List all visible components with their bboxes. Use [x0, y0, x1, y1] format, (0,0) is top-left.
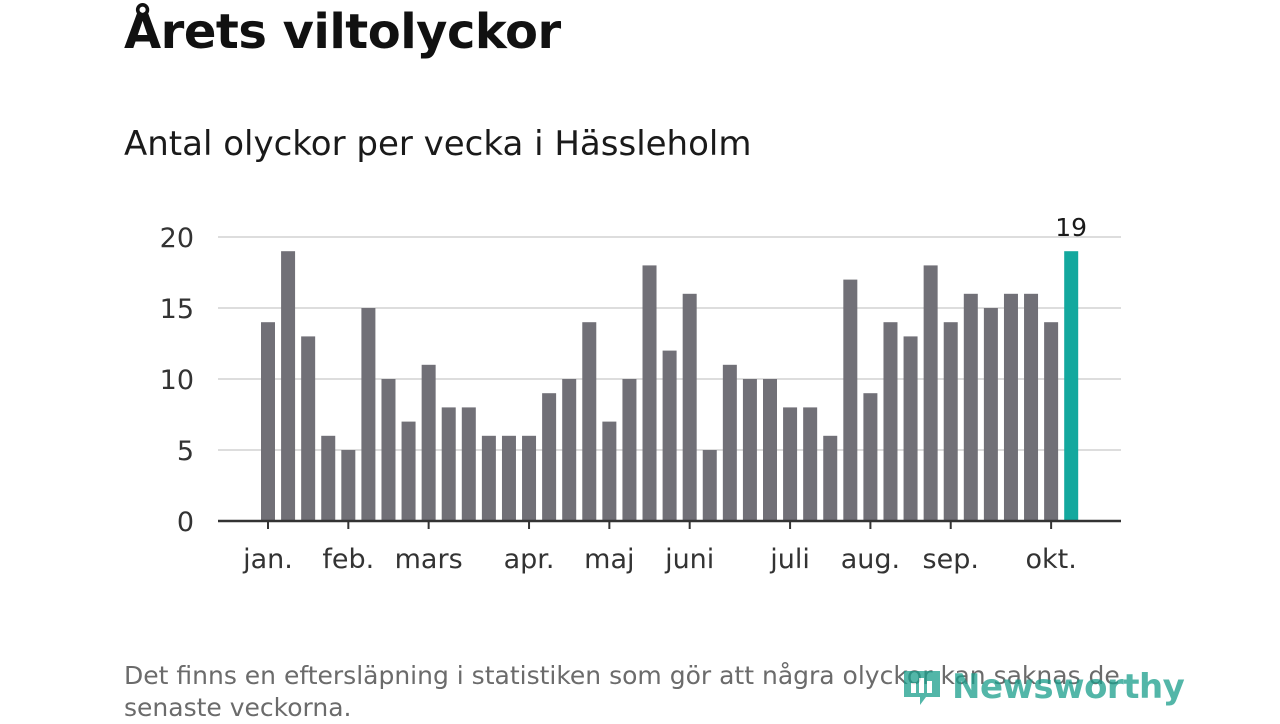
bar[interactable] — [401, 421, 416, 521]
bar[interactable] — [481, 435, 496, 521]
chart-title: Årets viltolyckor — [124, 4, 561, 60]
x-tick-label: aug. — [841, 544, 900, 575]
footnote: Det finns en eftersläpning i statistiken… — [124, 661, 1120, 722]
x-tick-label: apr. — [504, 544, 555, 575]
bar-highlight[interactable] — [1064, 251, 1079, 521]
bar[interactable] — [361, 308, 376, 521]
bar[interactable] — [522, 435, 537, 521]
y-tick-label: 0 — [177, 507, 194, 538]
bars — [261, 251, 1079, 521]
bar[interactable] — [321, 435, 336, 521]
bar[interactable] — [963, 293, 978, 521]
bar[interactable] — [943, 322, 958, 521]
bar[interactable] — [1024, 293, 1039, 521]
bar[interactable] — [823, 435, 838, 521]
x-tick-label: sep. — [923, 544, 979, 575]
bar[interactable] — [582, 322, 597, 521]
x-tick-label: juli — [769, 544, 810, 575]
x-tick-label: mars — [395, 544, 463, 575]
y-tick-label: 10 — [160, 365, 194, 396]
y-axis-ticks: 0 5 10 15 20 — [160, 223, 194, 538]
bar[interactable] — [501, 435, 516, 521]
bar[interactable] — [903, 336, 918, 521]
bar[interactable] — [662, 350, 677, 521]
newsworthy-logo[interactable]: Newsworthy — [900, 665, 1185, 709]
bar-chart: 0 5 10 15 20 jan. feb. mars apr. maj juni juli aug.… — [160, 213, 1121, 575]
bar[interactable] — [261, 322, 275, 521]
x-tick-label: okt. — [1025, 544, 1076, 575]
bar[interactable] — [381, 379, 396, 521]
bar[interactable] — [702, 450, 717, 521]
x-tick-label: feb. — [322, 544, 374, 575]
bar[interactable] — [803, 407, 818, 521]
data-label: 19 — [1055, 213, 1087, 242]
bar[interactable] — [461, 407, 476, 521]
chart-subtitle: Antal olyckor per vecka i Hässleholm — [124, 124, 752, 164]
bar[interactable] — [642, 265, 657, 521]
bar[interactable] — [602, 421, 617, 521]
y-tick-label: 15 — [160, 294, 194, 325]
bar[interactable] — [863, 393, 878, 521]
bar[interactable] — [722, 364, 737, 521]
bar[interactable] — [301, 336, 316, 521]
x-tick-label: maj — [584, 544, 634, 575]
y-tick-label: 5 — [177, 436, 194, 467]
bar[interactable] — [883, 322, 898, 521]
x-tick-label: juni — [664, 544, 714, 575]
bar[interactable] — [1044, 322, 1059, 521]
bar[interactable] — [441, 407, 456, 521]
x-tick-label: jan. — [242, 544, 293, 575]
bar[interactable] — [682, 293, 697, 521]
bar[interactable] — [783, 407, 798, 521]
bar[interactable] — [542, 393, 557, 521]
bar[interactable] — [742, 379, 757, 521]
y-tick-label: 20 — [160, 223, 194, 254]
bar[interactable] — [341, 450, 356, 521]
bar[interactable] — [1003, 293, 1018, 521]
x-axis-ticks: jan. feb. mars apr. maj juni juli aug. sep. okt. — [242, 521, 1077, 575]
bar[interactable] — [421, 364, 436, 521]
newsworthy-logo-icon — [904, 671, 940, 705]
data-labels: 19 — [1055, 213, 1087, 242]
bar[interactable] — [843, 279, 858, 521]
bar[interactable] — [983, 308, 998, 521]
bar[interactable] — [622, 379, 637, 521]
bar[interactable] — [763, 379, 777, 521]
bar[interactable] — [562, 379, 577, 521]
bar[interactable] — [923, 265, 938, 521]
logo-text: Newsworthy — [952, 667, 1185, 707]
bar[interactable] — [281, 251, 296, 521]
